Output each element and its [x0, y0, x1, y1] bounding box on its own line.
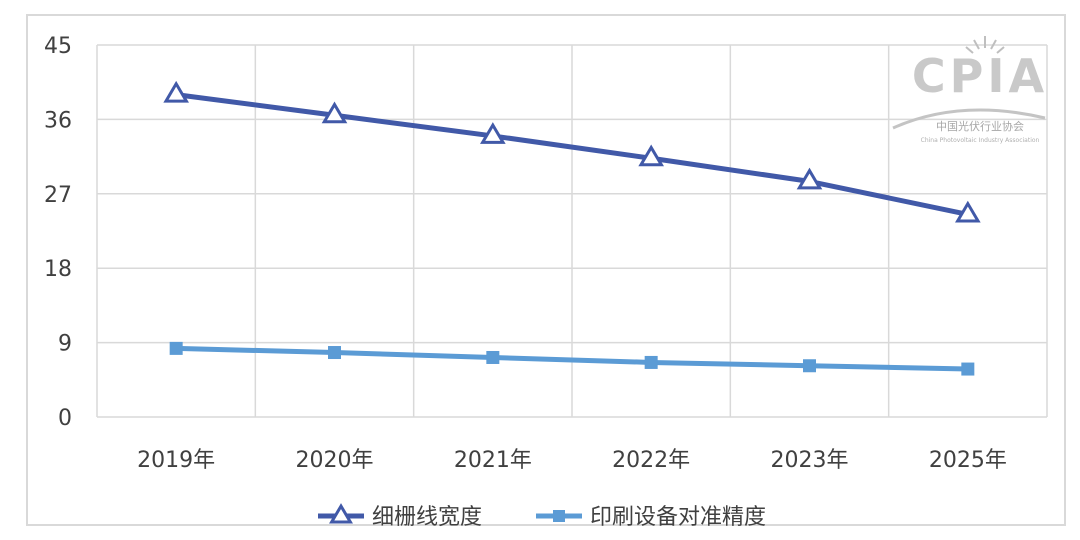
series-lines	[163, 80, 981, 376]
x-axis-ticks: 2019年 2020年 2021年 2022年 2023年 2025年	[137, 448, 1007, 473]
series-line	[175, 92, 969, 217]
logo-subtitle-cn: 中国光伏行业协会	[936, 119, 1024, 133]
triangle-marker	[638, 144, 664, 167]
triangle-marker	[480, 122, 506, 144]
grid-lines	[96, 44, 1048, 418]
legend-item-2: 印刷设备对准精度	[536, 505, 766, 530]
logo-subtitle-en: China Photovoltaic Industry Association	[921, 137, 1040, 144]
y-tick-label: 45	[44, 34, 72, 59]
legend-item-1: 细栅线宽度	[318, 503, 482, 530]
triangle-marker	[329, 503, 353, 524]
x-tick-label: 2025年	[929, 448, 1007, 473]
square-marker	[961, 362, 975, 376]
legend-label: 印刷设备对准精度	[590, 505, 766, 530]
y-tick-label: 27	[44, 183, 72, 208]
x-tick-label: 2022年	[612, 448, 690, 473]
x-tick-label: 2023年	[771, 448, 849, 473]
cpia-logo: CPIA 中国光伏行业协会 China Photovoltaic Industr…	[892, 36, 1048, 144]
sun-rays-icon	[965, 36, 1005, 54]
square-marker	[553, 510, 565, 522]
y-tick-label: 0	[58, 406, 72, 431]
logo-name: CPIA	[912, 49, 1048, 103]
square-marker	[644, 355, 658, 369]
legend-label: 细栅线宽度	[372, 505, 482, 530]
y-tick-label: 36	[44, 108, 72, 133]
x-tick-label: 2020年	[296, 448, 374, 473]
logo-swoosh	[892, 108, 1046, 130]
triangle-marker	[796, 167, 823, 190]
series-1	[163, 80, 981, 223]
y-tick-label: 9	[58, 332, 72, 357]
x-tick-label: 2021年	[454, 448, 532, 473]
triangle-marker	[321, 101, 348, 124]
legend: 细栅线宽度 印刷设备对准精度	[318, 503, 766, 530]
y-axis-ticks: 0 9 18 27 36 45	[44, 34, 72, 431]
triangle-marker	[955, 200, 981, 223]
square-marker	[328, 346, 341, 360]
triangle-marker	[163, 80, 189, 103]
square-marker	[169, 341, 183, 355]
square-marker	[803, 359, 816, 373]
x-tick-label: 2019年	[137, 448, 215, 473]
series-2	[169, 341, 975, 376]
square-marker	[486, 350, 500, 364]
y-tick-label: 18	[44, 257, 72, 282]
series-line	[176, 345, 968, 372]
